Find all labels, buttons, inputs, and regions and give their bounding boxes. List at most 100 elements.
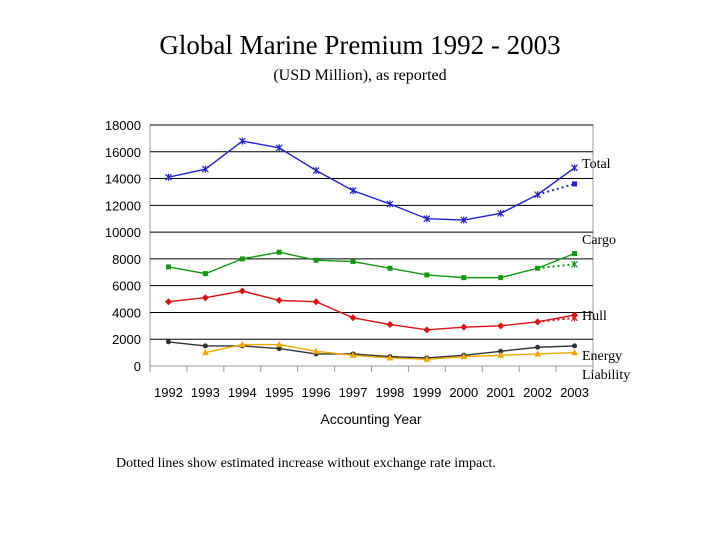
data-point: [313, 257, 319, 263]
data-point: [534, 191, 542, 199]
data-point: [349, 314, 357, 322]
estimated-line: [537, 263, 575, 270]
y-tick-label: 16000: [105, 145, 141, 160]
data-point: [201, 165, 209, 173]
data-point: [386, 354, 394, 361]
data-point: [275, 296, 283, 304]
x-tick-label: 2000: [449, 385, 478, 400]
gridlines: [150, 124, 593, 367]
data-point: [201, 294, 209, 302]
y-tick-label: 18000: [105, 118, 141, 133]
data-point: [165, 264, 171, 270]
y-tick-label: 2000: [112, 332, 141, 347]
data-point: [497, 322, 505, 330]
data-point: [498, 275, 504, 281]
x-tick-label: 1992: [154, 385, 183, 400]
data-point: [275, 144, 283, 152]
data-point: [571, 260, 578, 268]
data-point: [460, 216, 468, 224]
data-point: [423, 215, 431, 223]
x-tick-label: 1993: [191, 385, 220, 400]
x-tick-label: 1996: [302, 385, 331, 400]
data-point: [202, 343, 208, 349]
x-tick-label: 1998: [375, 385, 404, 400]
data-point: [497, 209, 505, 217]
data-point: [571, 349, 579, 356]
y-tick-labels: 0 2000 4000 6000 8000 10000 12000 14000 16000 180…: [105, 118, 141, 374]
y-tick-label: 8000: [112, 252, 141, 267]
data-point: [276, 249, 282, 255]
data-point: [534, 318, 542, 326]
y-tick-label: 10000: [105, 225, 141, 240]
y-tick-label: 6000: [112, 279, 141, 294]
data-point: [238, 341, 246, 348]
x-tick-label: 1997: [339, 385, 368, 400]
data-point: [349, 187, 357, 195]
plot-area: [149, 124, 594, 367]
x-tick-label: 1995: [265, 385, 294, 400]
chart-footnote: Dotted lines show estimated increase wit…: [116, 456, 496, 471]
series-label-cargo: Cargo: [582, 233, 616, 248]
data-point: [165, 339, 171, 345]
data-point: [239, 256, 245, 262]
x-tick-label: 1994: [228, 385, 257, 400]
series-label-energy: Energy: [582, 349, 622, 364]
series-label-total: Total: [582, 157, 611, 172]
data-point: [350, 259, 356, 265]
estimated-line: [537, 182, 575, 196]
y-tick-label: 0: [134, 359, 141, 374]
x-tick-label: 2001: [486, 385, 515, 400]
data-point: [460, 353, 468, 360]
series-total: [165, 137, 578, 224]
data-point: [423, 326, 431, 334]
y-tick-label: 12000: [105, 198, 141, 213]
data-point: [497, 351, 505, 358]
series-group: [164, 137, 579, 362]
data-point: [312, 167, 320, 175]
x-tick-label: 1999: [412, 385, 441, 400]
estimated-line: [537, 316, 575, 323]
data-point: [572, 251, 578, 257]
data-point: [349, 351, 357, 358]
data-point: [460, 323, 468, 331]
series-line: [168, 290, 575, 331]
series-hull: [164, 287, 579, 334]
y-tick-label: 14000: [105, 172, 141, 187]
chart-subtitle: (USD Million), as reported: [273, 67, 447, 84]
data-point: [201, 349, 209, 356]
data-point: [386, 320, 394, 328]
data-point: [312, 347, 320, 354]
series-line: [168, 251, 575, 279]
series-label-liability: Liability: [582, 368, 630, 383]
data-point: [164, 298, 172, 306]
data-point: [461, 275, 467, 281]
data-point: [312, 298, 320, 306]
data-point: [238, 287, 246, 295]
series-cargo: [165, 249, 578, 281]
data-point: [571, 164, 578, 172]
data-point: [387, 265, 393, 271]
data-point: [572, 181, 578, 187]
data-point: [572, 343, 578, 349]
series-label-hull: Hull: [582, 309, 607, 324]
data-point: [423, 355, 431, 362]
x-axis-title: Accounting Year: [320, 411, 422, 427]
data-point: [202, 271, 208, 277]
data-point: [498, 348, 504, 354]
data-point: [165, 173, 172, 181]
data-point: [535, 344, 541, 350]
data-point: [571, 311, 579, 319]
data-point: [534, 350, 542, 357]
data-point: [424, 272, 430, 278]
series-line: [168, 140, 575, 221]
data-point: [276, 346, 282, 352]
data-point: [275, 341, 283, 348]
y-tick-label: 4000: [112, 305, 141, 320]
x-tick-label: 2003: [560, 385, 589, 400]
data-point: [238, 137, 246, 145]
chart-title: Global Marine Premium 1992 - 2003: [159, 30, 561, 60]
data-point: [535, 265, 541, 271]
x-tick-label: 2002: [523, 385, 552, 400]
x-tick-labels: 1992 1993 1994 1995 1996 1997 1998 1999 2000 2001…: [149, 366, 594, 400]
